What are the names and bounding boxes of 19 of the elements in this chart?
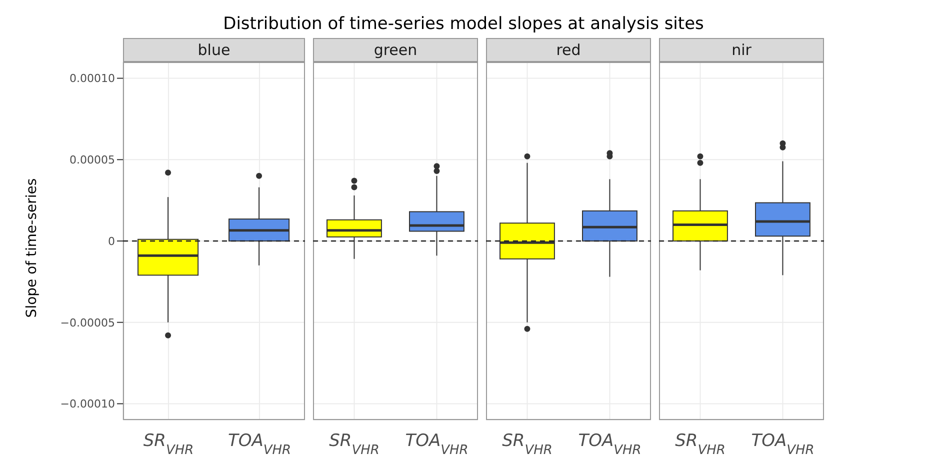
y-tick-label: 0.00005 [70,154,115,167]
x-tick-label: SR$_{VHR}$ [502,431,552,458]
x-tick-label: SR$_{VHR}$ [329,431,380,458]
chart-subtitle: nir [659,38,824,62]
text: Distribution of time-series model slopes at analysis sites [222,14,705,34]
x-tick-label: TOA$_{VHR}$ [405,431,468,458]
y-tick-label: −0.00010 [60,398,115,411]
y-tick-label: 0 [108,234,115,248]
x-tick-label: TOA$_{VHR}$ [228,431,292,458]
y-tick-label: −0.00005 [60,316,115,330]
x-tick-label: TOA$_{VHR}$ [578,431,642,458]
x-tick-label: SR$_{VHR}$ [675,431,726,458]
chart-subtitle: blue [123,38,305,62]
x-tick-label: SR$_{VHR}$ [143,431,194,458]
y-tick-label: 0.00010 [70,72,115,86]
chart-subtitle: red [486,38,651,62]
x-tick-label: TOA$_{VHR}$ [751,431,814,458]
chart-subtitle: green [313,38,478,62]
y-axis-title: Slope of time-series [24,178,40,318]
